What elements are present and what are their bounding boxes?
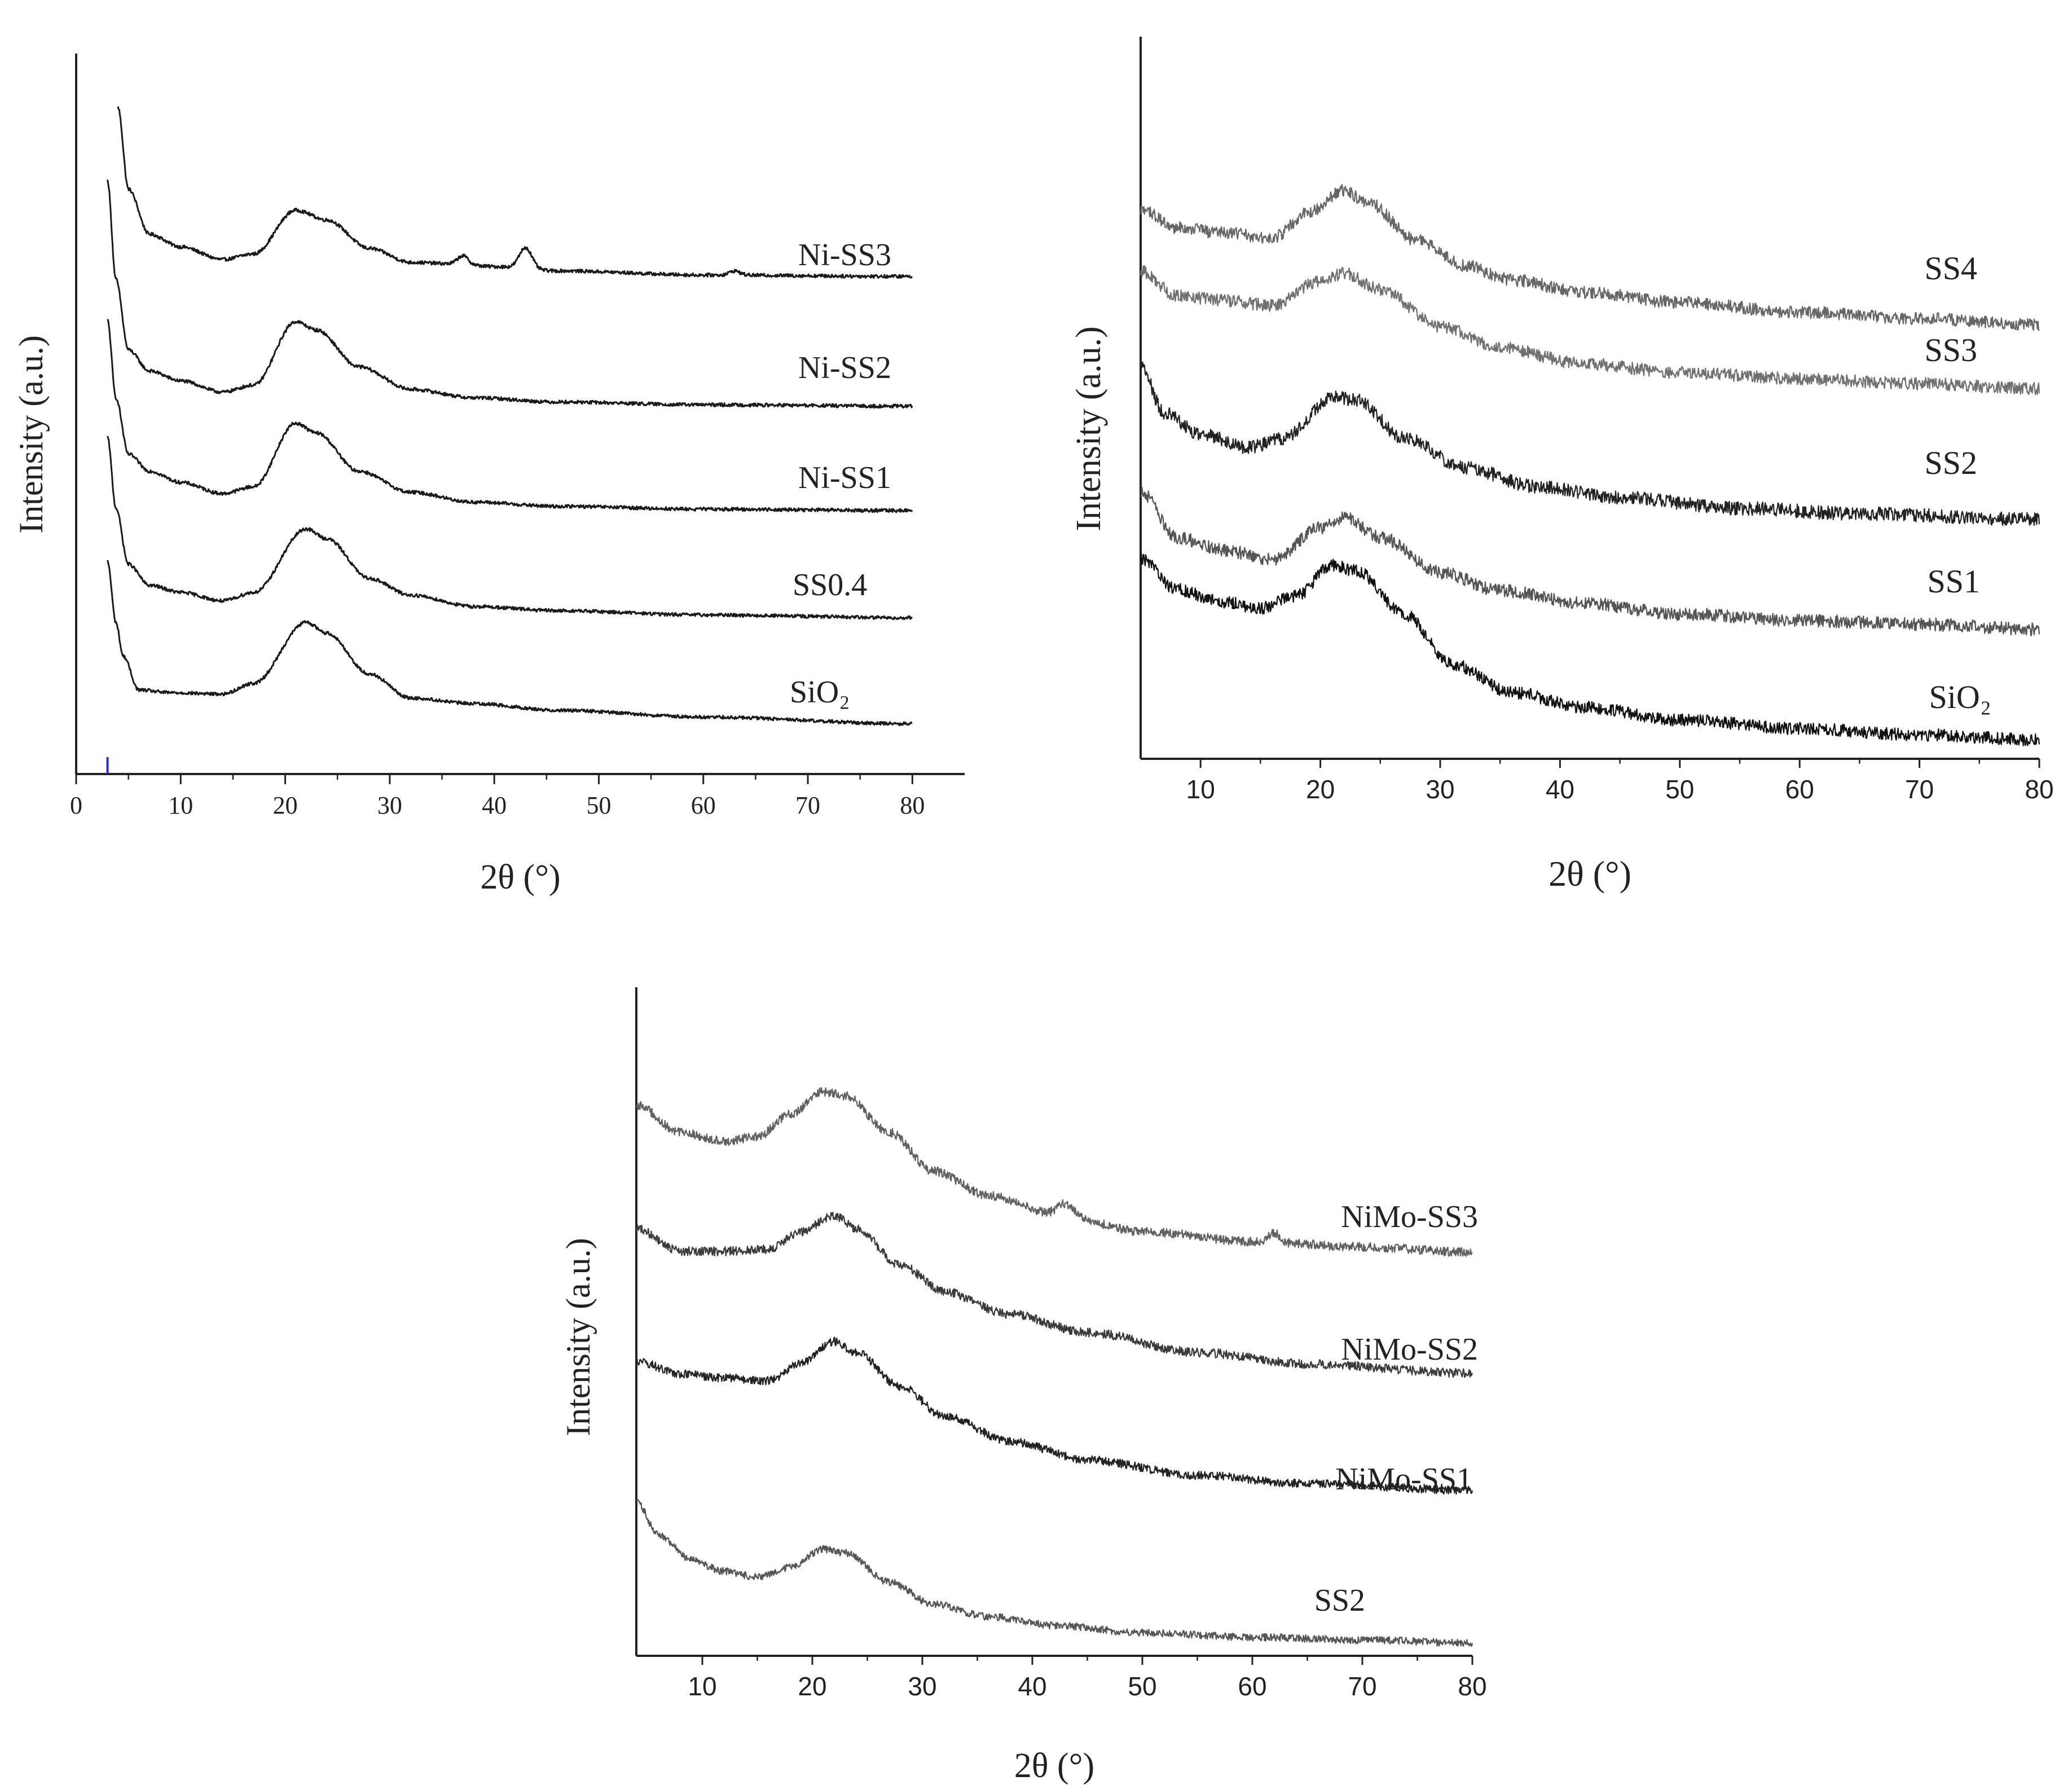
x-tick-label: 70	[795, 792, 820, 819]
y-axis-label: Intensity (a.u.)	[560, 1238, 597, 1436]
x-axis-label: 2θ (°)	[1014, 1747, 1094, 1785]
series-line-nimo-ss2	[635, 1211, 1473, 1378]
series-line-ni-ss2	[107, 179, 913, 409]
y-axis-label: Intensity (a.u.)	[12, 335, 50, 534]
series-label: NiMo-SS2	[1341, 1332, 1478, 1367]
panel-bottom: 10 20 30 40 50 60 70 80 2θ (°) Intensity (a.u.) Ni…	[560, 987, 1487, 1785]
x-tick-label: 50	[586, 792, 611, 819]
series-line-nimo-ss1	[635, 1336, 1473, 1495]
x-tick-label: 30	[377, 792, 402, 819]
x-tick-label: 70	[1905, 775, 1934, 804]
x-tick-label: 50	[1128, 1672, 1156, 1701]
series-label: SS3	[1924, 332, 1977, 368]
series-label: Ni-SS1	[798, 460, 891, 495]
x-tick-label: 40	[1546, 775, 1574, 804]
series-label: SS1	[1927, 563, 1980, 600]
x-axis-label: 2θ (°)	[480, 858, 560, 896]
y-axis-label: Intensity (a.u.)	[1070, 326, 1108, 531]
x-tick-label: 10	[168, 792, 193, 819]
series-label: SS0.4	[793, 568, 867, 603]
x-tick-label: 80	[1458, 1672, 1486, 1701]
series-line-ss2	[1140, 361, 2040, 526]
x-tick-label: 20	[798, 1672, 826, 1701]
series-label: SiO₂	[1929, 679, 1991, 715]
x-tick-label: 60	[691, 792, 716, 819]
x-tick-label: 0	[70, 792, 82, 819]
x-tick-label: 60	[1785, 775, 1814, 804]
series-line-sio2	[107, 560, 913, 726]
series-line-ss2	[636, 1499, 1473, 1647]
series-label: Ni-SS2	[798, 350, 891, 385]
series-label: SS4	[1924, 250, 1977, 287]
panel-top-right: 10 20 30 40 50 60 70 80 2θ (°) Intensity (a.u.) SS…	[1070, 37, 2054, 894]
x-tick-label: 30	[908, 1672, 936, 1701]
x-axis-label: 2θ (°)	[1548, 854, 1631, 894]
x-tick-label: 80	[900, 792, 925, 819]
x-tick-label: 20	[1306, 775, 1335, 804]
series-line-ss3	[1140, 265, 2040, 395]
series-line-ss1	[1140, 486, 2040, 637]
series-label: NiMo-SS1	[1335, 1462, 1472, 1497]
series-label: Ni-SS3	[798, 238, 891, 272]
series-label: SiO₂	[790, 675, 850, 710]
x-tick-label: 10	[688, 1672, 716, 1701]
x-tick-label: 40	[1018, 1672, 1046, 1701]
series-label: NiMo-SS3	[1341, 1199, 1478, 1234]
x-tick-label: 50	[1665, 775, 1694, 804]
series-line-ni-ss3	[117, 106, 913, 279]
x-tick-label: 40	[482, 792, 507, 819]
series-line-ni-ss1	[107, 319, 913, 513]
series-line-nimo-ss3	[635, 1087, 1473, 1257]
series-label: SS2	[1314, 1583, 1365, 1618]
panel-top-left: 0 10 20 30 40 50 60 70 80 2θ (°) Intensity (a.u.) N…	[12, 54, 965, 896]
x-tick-label: 70	[1348, 1672, 1376, 1701]
x-tick-label: 20	[273, 792, 298, 819]
series-line-ss4	[1140, 184, 2040, 331]
series-line-sio2	[1140, 552, 2040, 746]
x-tick-label: 80	[2025, 775, 2053, 804]
series-label: SS2	[1924, 445, 1977, 481]
series-line-ss0-4	[107, 436, 913, 621]
x-tick-label: 60	[1238, 1672, 1266, 1701]
x-tick-label: 30	[1426, 775, 1454, 804]
x-tick-label: 10	[1186, 775, 1215, 804]
